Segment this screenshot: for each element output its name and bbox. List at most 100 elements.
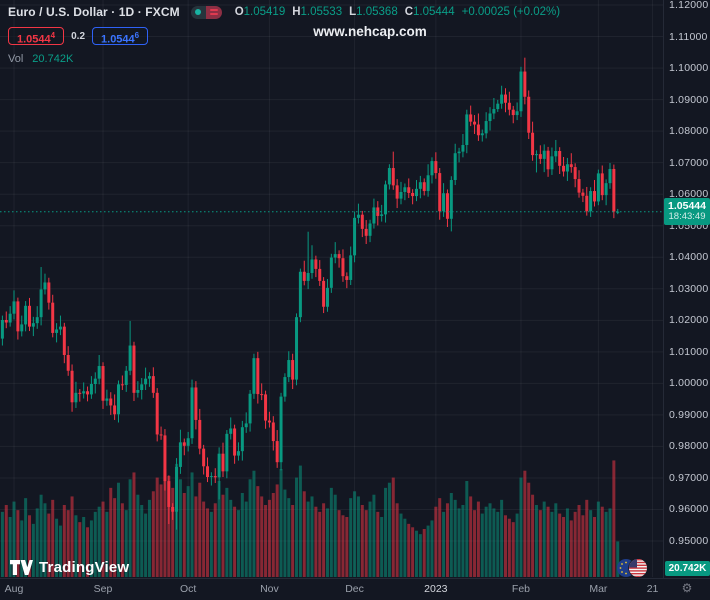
volume-bar <box>295 477 299 577</box>
candle-body <box>124 370 128 385</box>
volume-bar <box>109 487 113 577</box>
volume-bar <box>55 518 59 577</box>
price-tick-label: 1.10000 <box>669 62 709 75</box>
open-value: 1.05419 <box>243 6 286 18</box>
volume-bar <box>105 511 109 577</box>
volume-bar <box>345 517 349 577</box>
volume-bar <box>484 506 488 577</box>
time-axis[interactable]: Aug Sep Oct Nov Dec 2023 Feb Mar 21 <box>0 579 710 600</box>
volume-bar <box>562 517 566 577</box>
volume-bar <box>82 517 86 577</box>
volume-bar <box>221 494 225 577</box>
candle-body <box>4 319 8 323</box>
candle-body <box>345 276 349 280</box>
candle-body <box>213 476 217 478</box>
price-tick-label: 1.11000 <box>669 30 708 43</box>
volume-bar <box>113 498 117 577</box>
candle-body <box>190 387 194 439</box>
time-tick-label: Oct <box>179 583 197 595</box>
volume-bar <box>589 510 593 577</box>
candle-body <box>538 154 542 159</box>
volume-bar <box>376 511 380 577</box>
candle-body <box>267 420 271 423</box>
volume-bar <box>24 498 28 577</box>
trading-panel-toggle[interactable] <box>190 5 222 19</box>
volume-bar <box>202 501 206 577</box>
price-tick-label: 1.00000 <box>669 377 709 390</box>
candle-body <box>469 114 473 122</box>
candle-body <box>186 438 190 446</box>
price-tick-label: 0.99000 <box>669 408 709 421</box>
volume-bar <box>360 505 364 577</box>
candle-body <box>283 377 287 397</box>
volume-bar <box>101 501 105 577</box>
close-value: 1.05444 <box>413 6 455 18</box>
high-value: 1.05533 <box>300 6 343 18</box>
candle-body <box>616 211 620 213</box>
volume-bar <box>384 487 388 577</box>
last-price-value: 1.05444 <box>668 200 706 213</box>
symbol-title[interactable]: Euro / U.S. Dollar · 1D · FXCM <box>8 5 180 19</box>
price-axis[interactable]: 1.12000 1.11000 1.10000 1.09000 1.08000 1.070… <box>664 0 710 578</box>
volume-bar <box>372 494 376 577</box>
volume-bar <box>35 508 39 577</box>
candle-body <box>167 481 171 507</box>
candle-body <box>147 376 151 379</box>
candle-body <box>360 214 364 229</box>
volume-bar <box>171 487 175 577</box>
candle-body <box>244 423 248 428</box>
sell-button[interactable]: 1.05444 <box>8 27 65 46</box>
candle-body <box>66 354 70 371</box>
volume-bar <box>43 503 47 577</box>
candle-body <box>51 302 55 333</box>
candle-body <box>159 434 163 436</box>
candle-body <box>221 453 225 472</box>
candle-body <box>109 398 113 406</box>
candle-body <box>82 391 86 394</box>
volume-bar <box>523 470 527 577</box>
toggle-on-side <box>190 5 206 19</box>
volume-bar <box>488 503 492 577</box>
volume-bar <box>12 501 16 577</box>
candle-body <box>492 109 496 114</box>
price-tick-label: 0.97000 <box>669 471 709 484</box>
candle-body <box>515 111 519 116</box>
candle-body <box>384 184 388 215</box>
candle-body <box>264 394 268 421</box>
volume-bar <box>0 511 4 577</box>
volume-bar <box>275 484 279 577</box>
volume-bar <box>244 501 248 577</box>
volume-bar <box>353 491 357 577</box>
candle-body <box>473 121 477 125</box>
buy-button[interactable]: 1.05446 <box>92 27 149 46</box>
volume-bar <box>422 529 426 577</box>
candle-body <box>206 466 210 478</box>
volume-bar <box>128 479 132 577</box>
volume-bar <box>504 515 507 577</box>
volume-bar <box>132 472 136 577</box>
candle-body <box>194 387 198 420</box>
time-tick-label: 21 <box>646 583 659 595</box>
volume-bar <box>329 487 333 577</box>
candle-body <box>62 326 66 355</box>
candle-body <box>298 271 302 318</box>
candle-body <box>136 389 140 393</box>
candle-body <box>291 360 295 380</box>
volume-bar <box>306 501 310 577</box>
gear-icon[interactable]: ⚙ <box>681 581 693 595</box>
candle-body <box>93 378 97 385</box>
toggle-off-side <box>205 5 222 19</box>
volume-bar <box>194 496 198 577</box>
volume-bar <box>538 510 542 577</box>
tradingview-logo[interactable]: TradingView <box>10 559 129 576</box>
candle-body <box>585 195 589 212</box>
volume-bar <box>314 506 318 577</box>
volume-bar <box>531 494 535 577</box>
volume-bar <box>93 511 97 577</box>
candle-body <box>20 324 24 332</box>
volume-bar <box>414 530 418 577</box>
candle-body <box>314 259 318 269</box>
high-label: H <box>292 6 301 18</box>
volume-bar <box>155 477 159 577</box>
